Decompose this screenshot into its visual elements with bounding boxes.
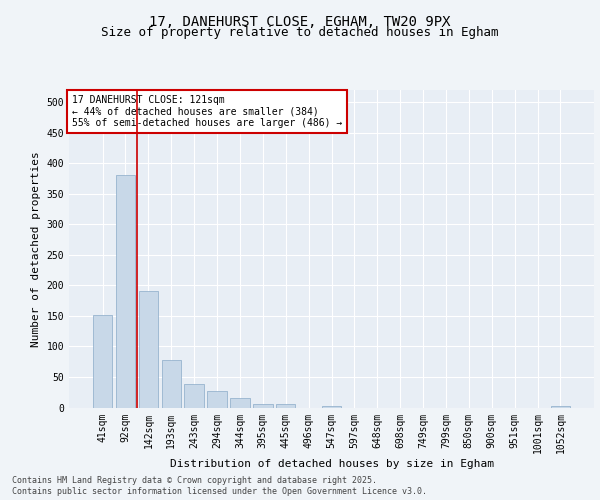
Bar [184, 384, 204, 407]
Bar [551, 406, 570, 408]
X-axis label: Distribution of detached houses by size in Egham: Distribution of detached houses by size … [170, 459, 493, 469]
Text: Size of property relative to detached houses in Egham: Size of property relative to detached ho… [101, 26, 499, 39]
Bar [208, 391, 227, 407]
Text: Contains HM Land Registry data © Crown copyright and database right 2025.: Contains HM Land Registry data © Crown c… [12, 476, 377, 485]
Text: Contains public sector information licensed under the Open Government Licence v3: Contains public sector information licen… [12, 487, 427, 496]
Bar [230, 398, 250, 407]
Bar [116, 176, 135, 408]
Bar [253, 404, 272, 407]
Bar [139, 292, 158, 408]
Bar [93, 314, 112, 408]
Bar [276, 404, 295, 407]
Bar [161, 360, 181, 408]
Y-axis label: Number of detached properties: Number of detached properties [31, 151, 41, 346]
Text: 17 DANEHURST CLOSE: 121sqm
← 44% of detached houses are smaller (384)
55% of sem: 17 DANEHURST CLOSE: 121sqm ← 44% of deta… [71, 95, 342, 128]
Text: 17, DANEHURST CLOSE, EGHAM, TW20 9PX: 17, DANEHURST CLOSE, EGHAM, TW20 9PX [149, 15, 451, 29]
Bar [322, 406, 341, 408]
